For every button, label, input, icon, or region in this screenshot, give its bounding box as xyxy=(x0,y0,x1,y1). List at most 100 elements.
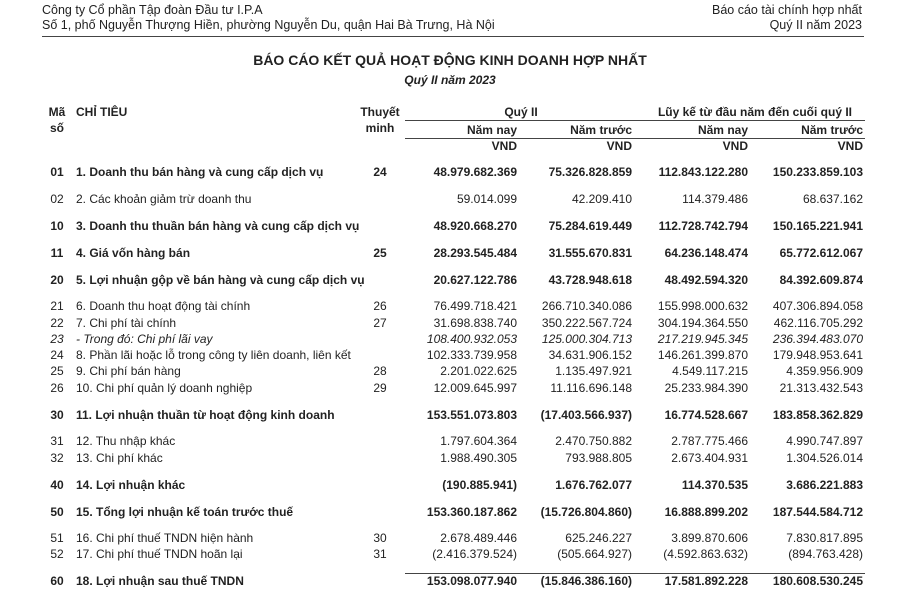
row-label: 12. Thu nhập khác xyxy=(76,434,176,448)
cell-value: 350.222.567.724 xyxy=(541,316,632,330)
cell-value: 2.201.022.625 xyxy=(440,364,517,378)
cell-value: 236.394.483.070 xyxy=(772,332,863,346)
row-note: 26 xyxy=(373,299,387,313)
cell-value: 34.631.906.152 xyxy=(548,348,632,362)
cell-value: (15.846.386.160) xyxy=(540,574,632,588)
cell-value: 150.165.221.941 xyxy=(772,219,863,233)
cell-value: 75.284.619.449 xyxy=(548,219,632,233)
row-label: 3. Doanh thu thuần bán hàng và cung cấp … xyxy=(76,219,360,233)
cell-value: 84.392.609.874 xyxy=(779,273,863,287)
cell-value: 112.843.122.280 xyxy=(658,165,748,179)
col-unit: VND xyxy=(606,139,632,153)
title: BÁO CÁO KẾT QUẢ HOẠT ĐỘNG KINH DOANH HỢP… xyxy=(253,52,647,68)
cell-value: 153.098.077.940 xyxy=(426,574,517,588)
cell-value: 48.979.682.369 xyxy=(433,165,517,179)
col-unit: VND xyxy=(491,139,517,153)
row-code: 40 xyxy=(50,478,64,492)
cell-value: 48.492.594.320 xyxy=(664,273,748,287)
row-code: 31 xyxy=(50,434,64,448)
cell-value: 179.948.953.641 xyxy=(772,348,863,362)
row-label: 2. Các khoản giảm trừ doanh thu xyxy=(76,192,252,206)
cell-value: 2.673.404.931 xyxy=(671,451,748,465)
row-note: 27 xyxy=(373,316,387,330)
row-label: 6. Doanh thu hoạt động tài chính xyxy=(76,299,251,313)
cell-value: 21.313.432.543 xyxy=(779,381,863,395)
row-label: 10. Chi phí quản lý doanh nghiệp xyxy=(76,381,253,395)
cell-value: 108.400.932.053 xyxy=(426,332,517,346)
cell-value: 76.499.718.421 xyxy=(433,299,517,313)
col-code: số xyxy=(49,121,64,135)
subtitle: Quý II năm 2023 xyxy=(404,73,496,87)
cell-value: 125.000.304.713 xyxy=(541,332,632,346)
cell-value: (190.885.941) xyxy=(442,478,517,492)
cell-value: 17.581.892.228 xyxy=(664,574,748,588)
cell-value: (505.664.927) xyxy=(557,547,632,561)
cell-value: 1.797.604.364 xyxy=(440,434,517,448)
cell-value: 625.246.227 xyxy=(565,531,632,545)
cell-value: 4.549.117.215 xyxy=(672,364,748,378)
col-group: Lũy kế từ đầu năm đến cuối quý II xyxy=(657,105,853,119)
cell-value: 16.774.528.667 xyxy=(664,408,748,422)
row-note: 25 xyxy=(373,246,387,260)
row-code: 21 xyxy=(50,299,64,313)
total-rule xyxy=(405,573,865,574)
group-rule xyxy=(405,120,865,121)
period: Quý II năm 2023 xyxy=(769,18,862,32)
col-note: Thuyết xyxy=(360,105,400,119)
cell-value: 4.990.747.897 xyxy=(786,434,863,448)
col-group: Quý II xyxy=(504,105,538,119)
cell-value: 153.551.073.803 xyxy=(426,408,517,422)
row-label: 7. Chi phí tài chính xyxy=(76,316,177,330)
cell-value: 2.470.750.882 xyxy=(555,434,632,448)
cell-value: 146.261.399.870 xyxy=(657,348,748,362)
cell-value: (17.403.566.937) xyxy=(540,408,632,422)
col-note: minh xyxy=(365,121,395,135)
row-label: 4. Giá vốn hàng bán xyxy=(76,246,191,260)
cell-value: 20.627.122.786 xyxy=(433,273,517,287)
cell-value: 65.772.612.067 xyxy=(779,246,863,260)
cell-value: 31.698.838.740 xyxy=(433,316,517,330)
cell-value: 28.293.545.484 xyxy=(433,246,517,260)
cell-value: 1.135.497.921 xyxy=(555,364,632,378)
row-code: 01 xyxy=(50,165,64,179)
cell-value: 68.637.162 xyxy=(802,192,863,206)
col-unit: VND xyxy=(722,139,748,153)
col-unit: VND xyxy=(837,139,863,153)
row-code: 10 xyxy=(50,219,64,233)
row-code: 50 xyxy=(50,505,64,519)
cell-value: (2.416.379.524) xyxy=(432,547,517,561)
col-sub: Năm nay xyxy=(466,123,517,137)
cell-value: 793.988.805 xyxy=(565,451,632,465)
cell-value: 48.920.668.270 xyxy=(433,219,517,233)
cell-value: 183.858.362.829 xyxy=(772,408,863,422)
cell-value: 114.379.486 xyxy=(682,192,748,206)
row-note: 29 xyxy=(373,381,387,395)
row-label: 17. Chi phí thuế TNDN hoãn lại xyxy=(76,547,243,561)
cell-value: 16.888.899.202 xyxy=(664,505,748,519)
row-label: 5. Lợi nhuận gộp về bán hàng và cung cấp… xyxy=(76,273,365,287)
row-code: 23 xyxy=(50,332,64,346)
cell-value: 59.014.099 xyxy=(456,192,517,206)
cell-value: 4.359.956.909 xyxy=(786,364,863,378)
row-code: 24 xyxy=(50,348,64,362)
row-label: 16. Chi phí thuế TNDN hiện hành xyxy=(76,531,254,545)
cell-value: 187.544.584.712 xyxy=(772,505,863,519)
row-code: 22 xyxy=(50,316,64,330)
cell-value: 75.326.828.859 xyxy=(548,165,632,179)
row-code: 30 xyxy=(50,408,64,422)
cell-value: 1.988.490.305 xyxy=(440,451,517,465)
cell-value: 102.333.739.958 xyxy=(426,348,517,362)
cell-value: 114.370.535 xyxy=(681,478,748,492)
row-code: 02 xyxy=(50,192,64,206)
col-sub: Năm trước xyxy=(801,123,863,137)
row-label: 1. Doanh thu bán hàng và cung cấp dịch v… xyxy=(76,165,324,179)
row-label: 14. Lợi nhuận khác xyxy=(76,478,186,492)
address: Số 1, phố Nguyễn Thượng Hiền, phường Ngu… xyxy=(42,18,495,32)
cell-value: 43.728.948.618 xyxy=(548,273,632,287)
cell-value: 153.360.187.862 xyxy=(426,505,517,519)
cell-value: 42.209.410 xyxy=(571,192,632,206)
row-note: 28 xyxy=(373,364,387,378)
row-label: 15. Tổng lợi nhuận kế toán trước thuế xyxy=(76,505,294,519)
cell-value: 155.998.000.632 xyxy=(657,299,748,313)
cell-value: 11.116.696.148 xyxy=(550,381,632,395)
